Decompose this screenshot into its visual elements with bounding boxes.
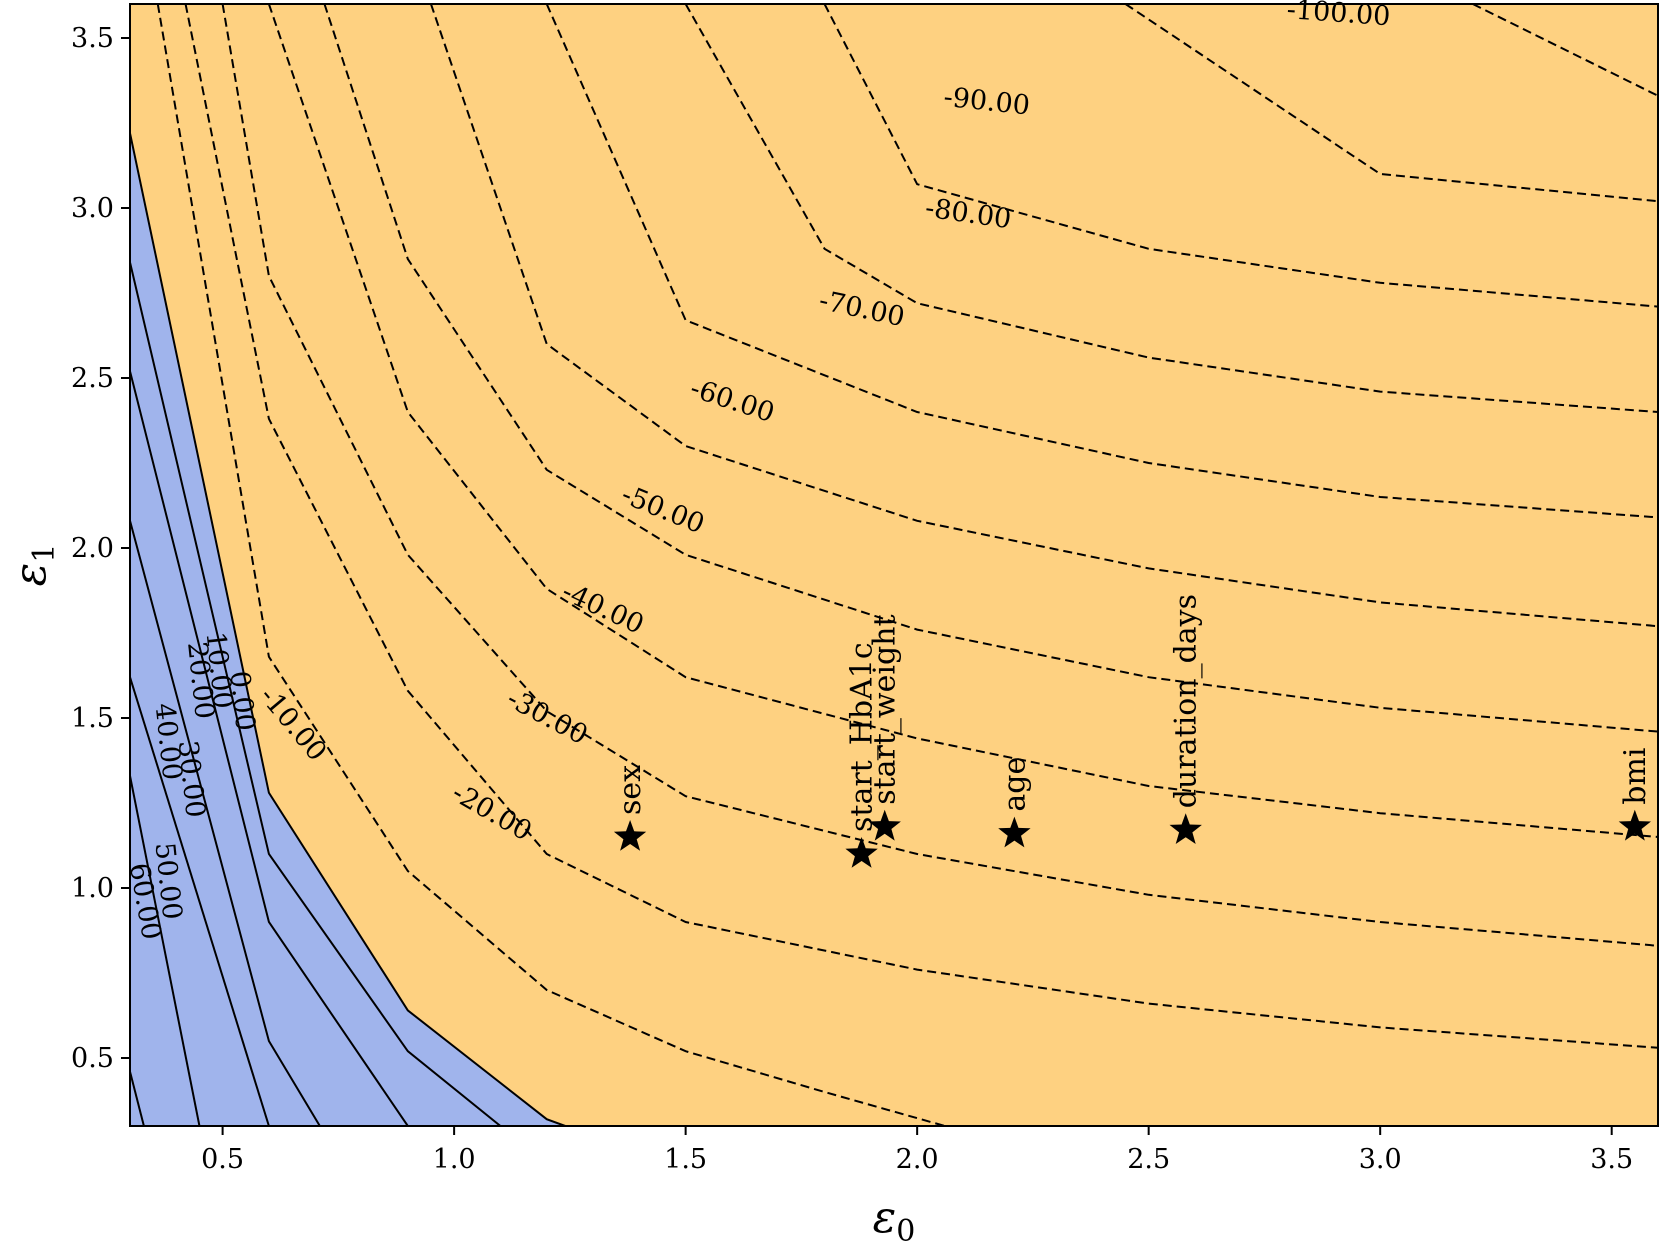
contour-label: 0.00 [224,669,261,732]
y-tick-label: 0.5 [71,1043,114,1074]
marker-label: duration_days [1169,594,1204,808]
x-tick-label: 1.0 [433,1144,476,1175]
y-tick-label: 3.0 [71,193,114,224]
marker-sex [613,820,647,851]
contour-line [684,4,1658,413]
y-tick-label: 3.5 [71,23,114,54]
contour-line [1124,4,1658,203]
contour-line [130,132,566,1126]
x-axis-label: ε0 [873,1192,916,1243]
x-tick-label: 1.5 [664,1144,707,1175]
marker-label: bmi [1618,748,1653,805]
contour-line [130,520,321,1126]
y-tick-label: 2.0 [71,533,114,564]
contour-line [156,4,946,1126]
contour-line [130,775,201,1126]
contour-line [184,4,1658,1049]
contour-line [545,4,1658,519]
x-tick-label: 2.5 [1127,1144,1170,1175]
marker-duration-days [1169,813,1202,844]
marker-label: start_weight [868,614,903,804]
positive-region [130,133,566,1126]
contour-line [1472,4,1658,97]
contour-line [267,4,1658,838]
marker-label: age [997,757,1032,812]
y-axis-label: ε1 [5,544,62,587]
contour-line [323,4,1658,733]
x-tick-label: 0.5 [201,1144,244,1175]
contour-line [130,676,270,1126]
y-tick-label: 2.5 [71,363,114,394]
x-tick-label: 3.5 [1590,1144,1633,1175]
marker-age [998,816,1031,848]
marker-label: start_HbA1c [845,642,880,832]
contour-line [130,370,409,1126]
y-tick-label: 1.0 [71,873,114,904]
marker-label: sex [613,765,648,815]
x-tick-label: 2.0 [896,1144,939,1175]
x-tick-label: 3.0 [1359,1144,1402,1175]
plot-frame [129,3,1659,1127]
contour-line [823,4,1658,308]
marker-start-HbA1c [845,837,878,868]
marker-bmi [1618,809,1651,841]
contour-line [221,4,1658,947]
y-tick-label: 1.5 [71,703,114,734]
contour-line [130,1071,145,1126]
contour-line [430,4,1658,628]
marker-start-weight [868,809,901,841]
contour-line [130,262,502,1126]
